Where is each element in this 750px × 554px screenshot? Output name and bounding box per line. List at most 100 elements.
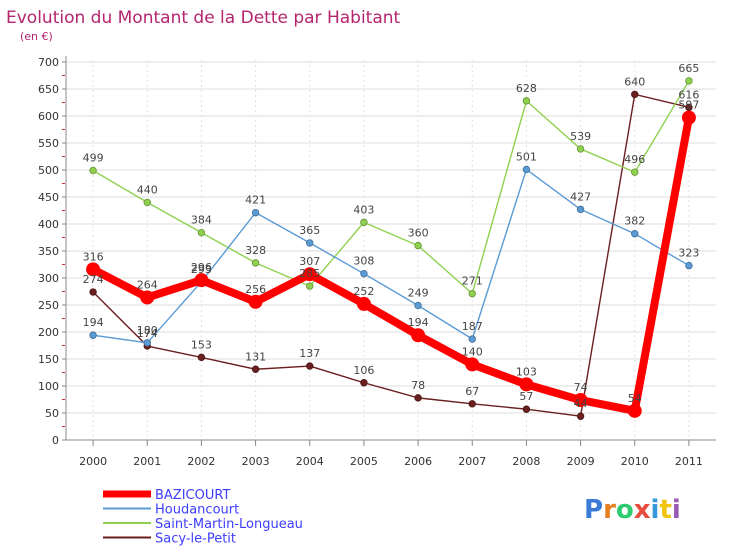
data-label: 67 [465, 385, 479, 398]
y-tick-label: 300 [38, 272, 59, 285]
data-point [306, 362, 314, 370]
data-point [306, 282, 314, 290]
data-point [414, 394, 422, 402]
data-label: 328 [245, 244, 266, 257]
data-point [411, 328, 426, 343]
x-tick-label: 2002 [187, 455, 215, 468]
data-point [251, 208, 260, 217]
y-tick-label: 400 [38, 218, 59, 231]
data-point [89, 166, 97, 175]
data-label: 360 [408, 227, 429, 240]
y-tick-label: 150 [38, 353, 59, 366]
data-point [468, 289, 476, 298]
data-point [306, 239, 314, 247]
data-point [576, 145, 585, 153]
x-tick-label: 2001 [133, 455, 161, 468]
data-point [86, 262, 101, 277]
data-label: 54 [628, 392, 642, 405]
data-label: 499 [83, 152, 104, 165]
data-point [414, 301, 422, 310]
x-tick-label: 2003 [242, 455, 270, 468]
data-label: 293 [191, 263, 212, 276]
data-point [576, 412, 585, 420]
data-point [248, 294, 263, 309]
data-label: 187 [462, 320, 483, 333]
x-tick-label: 2009 [567, 455, 595, 468]
x-tick-label: 2000 [79, 455, 107, 468]
data-point [360, 269, 368, 278]
data-point [631, 230, 639, 238]
x-tick-label: 2006 [404, 455, 432, 468]
plot-area [66, 60, 716, 440]
data-label: 271 [462, 275, 483, 288]
x-tick-label: 2008 [512, 455, 540, 468]
data-label: 384 [191, 214, 212, 227]
data-label: 180 [137, 324, 158, 337]
data-point [576, 205, 585, 214]
y-tick-label: 450 [38, 191, 59, 204]
logo-letter: t [659, 495, 671, 525]
legend-label: Sacy-le-Petit [155, 532, 236, 547]
series-layer [86, 77, 696, 420]
logo-text: Proxiti [584, 495, 681, 525]
data-point [631, 90, 639, 99]
data-point [356, 296, 371, 311]
y-tick-label: 200 [38, 326, 59, 339]
x-tick-label: 2007 [458, 455, 486, 468]
data-point [89, 288, 97, 296]
data-point [414, 241, 422, 250]
y-tick-label: 550 [38, 137, 59, 150]
logo-letter: o [616, 495, 634, 525]
x-tick-label: 2004 [296, 455, 324, 468]
data-point [468, 400, 476, 408]
data-label: 131 [245, 350, 266, 363]
y-tick-label: 600 [38, 110, 59, 123]
data-label: 103 [516, 365, 537, 378]
data-label: 628 [516, 82, 537, 95]
data-label: 616 [678, 88, 699, 101]
data-label: 74 [574, 381, 588, 394]
data-label: 308 [353, 255, 374, 268]
data-point [140, 290, 155, 305]
logo-letter: i [651, 495, 660, 525]
data-label: 316 [83, 250, 104, 263]
logo-letter: r [603, 495, 616, 525]
data-label: 365 [299, 224, 320, 237]
data-label: 174 [137, 327, 158, 340]
y-tick-label: 50 [45, 407, 59, 420]
data-label: 296 [191, 261, 212, 274]
data-label: 264 [137, 278, 158, 291]
y-tick-label: 350 [38, 245, 59, 258]
data-point [573, 393, 588, 408]
data-point [631, 168, 639, 176]
chart-title: Evolution du Montant de la Dette par Hab… [6, 8, 401, 28]
data-label: 256 [245, 283, 266, 296]
data-label: 274 [83, 273, 104, 286]
series-line [92, 168, 690, 344]
data-label: 44 [574, 397, 588, 410]
y-tick-label: 0 [52, 434, 59, 447]
data-label: 427 [570, 190, 591, 203]
legend: BAZICOURTHoudancourtSaint-Martin-Longuea… [103, 488, 303, 547]
data-label: 440 [137, 183, 158, 196]
data-point [465, 357, 480, 372]
data-label: 496 [624, 153, 645, 166]
legend-label: Houdancourt [155, 503, 239, 518]
axes: 0 50 100 150 200 250 300 350 400 450 500 550 600 650 7… [38, 56, 716, 468]
data-label: 78 [411, 379, 425, 392]
logo-letter: x [634, 495, 651, 525]
data-label: 252 [353, 285, 374, 298]
data-label: 249 [408, 287, 429, 300]
proxiti-logo: Proxiti [584, 495, 681, 525]
data-label: 665 [678, 62, 699, 75]
data-point [522, 97, 531, 105]
data-point [143, 339, 151, 347]
data-label: 140 [462, 345, 483, 358]
data-label: 640 [624, 75, 645, 88]
data-label: 194 [408, 316, 429, 329]
data-point [681, 110, 696, 125]
chart-subtitle: (en €) [20, 30, 53, 43]
data-point [522, 405, 531, 413]
